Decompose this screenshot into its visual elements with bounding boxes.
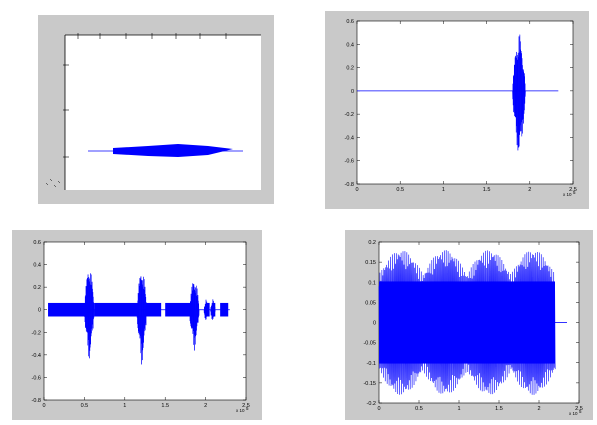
y-tick-label: -0.8 [345, 182, 354, 188]
x-tick-label: 0 [42, 403, 45, 409]
signal-burst [113, 144, 233, 157]
signal-burst [210, 299, 216, 320]
y-tick-label: 0.6 [346, 19, 354, 25]
chart-panel-bottom-left: 0 0.5 1 1.5 2 2.5 -0.8 -0.6 -0.4 -0.2 0 0.2 0.4 0.6 x … [12, 230, 262, 420]
signal-burst [84, 273, 95, 359]
chart-bottom-right: 0 0.5 1 1.5 2 2.5 -0.2 -0.15 -0.1 -0.05 0 0.05 0.1 0.… [363, 240, 583, 416]
x-tick-label: 0.5 [81, 403, 89, 409]
y-tick-label: 0.2 [368, 240, 376, 246]
signal-burst [512, 34, 526, 151]
x-tick-label: 2 [204, 403, 207, 409]
y-tick-label: 0.2 [33, 285, 41, 291]
x-tick-label: 0 [377, 406, 380, 412]
garbled-mark [45, 182, 49, 186]
garbled-mark [49, 178, 53, 182]
y-tick-label: 0.15 [365, 260, 376, 266]
x-tick-label: 2.5 [242, 403, 250, 409]
y-tick-label: 0.1 [368, 280, 376, 286]
garbled-mark [57, 180, 61, 184]
chart-top-right: 0 0.5 1 1.5 2 2.5 -0.8 -0.6 -0.4 -0.2 0 0.2 0.4 0.6 x … [345, 19, 577, 197]
y-tick-label: -0.15 [363, 381, 376, 387]
x-tick-label: 0.5 [396, 187, 404, 193]
y-tick-label: -0.05 [363, 341, 376, 347]
y-tick-label: -0.2 [367, 401, 376, 407]
x-multiplier-label: x 10 [563, 192, 572, 197]
chart-top-left [45, 33, 261, 190]
y-tick-label: 0.2 [346, 66, 354, 72]
y-tick-label: -0.8 [32, 398, 41, 404]
chart-panel-top-right: 0 0.5 1 1.5 2 2.5 -0.8 -0.6 -0.4 -0.2 0 0.2 0.4 0.6 x … [325, 11, 589, 209]
y-tick-label: -0.4 [345, 135, 354, 141]
x-tick-label: 1 [457, 406, 460, 412]
chart-panel-bottom-right: 0 0.5 1 1.5 2 2.5 -0.2 -0.15 -0.1 -0.05 0 0.05 0.1 0.… [345, 230, 593, 420]
garbled-mark [53, 184, 57, 188]
x-tick-label: 1.5 [483, 187, 491, 193]
x-tick-label: 1 [442, 187, 445, 193]
x-tick-label: 2 [537, 406, 540, 412]
y-tick-label: -0.2 [32, 330, 41, 336]
x-multiplier-exponent: 5 [579, 409, 582, 414]
y-tick-label: 0.4 [346, 42, 354, 48]
signal-burst [189, 283, 200, 351]
y-tick-label: -0.4 [32, 353, 41, 359]
y-tick-label: -0.6 [345, 159, 354, 165]
x-multiplier-exponent: 5 [573, 190, 576, 195]
y-tick-label: 0.4 [33, 263, 41, 269]
signal-burst [136, 276, 147, 365]
x-tick-label: 2.5 [569, 187, 577, 193]
signal-band [145, 302, 162, 317]
x-multiplier-label: x 10 [236, 408, 245, 413]
x-multiplier-label: x 10 [569, 411, 578, 416]
plot-area [356, 20, 574, 185]
x-tick-label: 1.5 [495, 406, 503, 412]
x-tick-label: 2.5 [575, 406, 583, 412]
y-tick-label: -0.6 [32, 375, 41, 381]
signal-band [220, 302, 229, 317]
x-multiplier-exponent: 5 [246, 406, 249, 411]
x-tick-label: 1.5 [161, 403, 169, 409]
y-tick-label: -0.2 [345, 112, 354, 118]
signal-burst [203, 299, 209, 320]
plot-area [65, 35, 261, 190]
signal-core [379, 281, 555, 364]
x-tick-label: 0 [355, 187, 358, 193]
chart-panel-top-left [38, 15, 274, 204]
y-tick-label: 0 [351, 89, 354, 95]
signal-band [48, 302, 89, 317]
chart-bottom-left: 0 0.5 1 1.5 2 2.5 -0.8 -0.6 -0.4 -0.2 0 0.2 0.4 0.6 x … [32, 240, 250, 413]
y-tick-label: -0.1 [367, 361, 376, 367]
y-tick-label: 0.6 [33, 240, 41, 246]
y-tick-label: 0.05 [365, 300, 376, 306]
x-tick-label: 0.5 [415, 406, 423, 412]
signal-band [94, 302, 140, 317]
signal-band [165, 302, 194, 317]
x-tick-label: 2 [528, 187, 531, 193]
y-tick-label: 0 [38, 308, 41, 314]
x-tick-label: 1 [123, 403, 126, 409]
y-tick-label: 0 [373, 321, 376, 327]
